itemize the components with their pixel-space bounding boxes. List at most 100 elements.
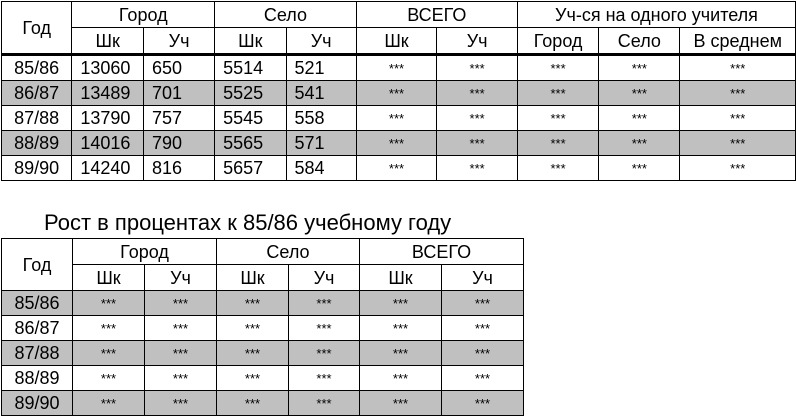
subheader: Шк [71,27,144,55]
value-cell: *** [72,365,145,391]
value-cell: *** [679,53,796,81]
year-cell: 89/90 [0,155,73,181]
value-cell: *** [598,53,681,81]
value-cell: *** [216,365,289,391]
subheader: Город [516,27,600,55]
group-header-city: Город [72,238,217,265]
group-header-village: Село [214,1,357,28]
value-cell: *** [436,130,518,156]
value-cell: *** [679,105,796,131]
year-cell: 87/88 [1,340,73,366]
subheader-row: Шк Уч Шк Уч Шк Уч Город Село В среднем [2,27,796,55]
value-cell: *** [516,105,600,131]
value-cell: *** [598,80,681,106]
table-row: 85/86 *** *** *** *** *** *** [1,290,524,316]
value-cell: 701 [142,80,216,106]
value-cell: 521 [285,53,357,81]
value-cell: *** [144,365,217,391]
subheader: Уч [288,264,360,291]
statistics-table: Год Город Село ВСЕГО Уч-ся на одного учи… [0,1,796,181]
value-cell: *** [441,390,524,416]
value-cell: *** [516,53,600,81]
value-cell: *** [359,340,442,366]
value-cell: *** [436,155,518,181]
table-row: 87/88 *** *** *** *** *** *** [1,340,524,366]
value-cell: 14240 [71,155,144,181]
year-header: Год [1,238,73,291]
value-cell: *** [288,340,360,366]
subheader: Шк [355,27,438,55]
value-cell: *** [355,80,438,106]
value-cell: *** [436,80,518,106]
table-row: 85/86 13060 650 5514 521 *** *** *** ***… [0,53,796,81]
table-row: 86/87 *** *** *** *** *** *** [1,315,524,341]
year-header: Год [0,1,73,55]
value-cell: *** [216,340,289,366]
subheader: Шк [359,264,442,291]
value-cell: 757 [142,105,216,131]
year-cell: 88/89 [1,365,73,391]
subheader: В среднем [679,27,796,55]
value-cell: *** [441,365,524,391]
value-cell: 584 [285,155,357,181]
table-row: 87/88 13790 757 5545 558 *** *** *** ***… [0,105,796,131]
value-cell: *** [216,390,289,416]
value-cell: *** [359,315,442,341]
value-cell: *** [355,105,438,131]
table-row: 86/87 13489 701 5525 541 *** *** *** ***… [0,80,796,106]
value-cell: 650 [142,53,216,81]
value-cell: *** [598,105,681,131]
year-cell: 89/90 [1,390,73,416]
value-cell: *** [72,290,145,316]
value-cell: 5657 [214,155,287,181]
value-cell: 5545 [214,105,287,131]
value-cell: *** [516,130,600,156]
header-row: Год Город Село ВСЕГО Уч-ся на одного учи… [0,1,796,55]
value-cell: *** [355,53,438,81]
value-cell: *** [359,390,442,416]
year-cell: 85/86 [1,290,73,316]
value-cell: *** [516,155,600,181]
value-cell: 14016 [71,130,144,156]
value-cell: *** [355,155,438,181]
value-cell: *** [72,390,145,416]
value-cell: *** [598,130,681,156]
value-cell: *** [144,290,217,316]
growth-caption: Рост в процентах к 85/86 учебному году [44,210,452,235]
subheader: Шк [214,27,287,55]
value-cell: 541 [285,80,357,106]
year-cell: 86/87 [1,315,73,341]
group-header-total: ВСЕГО [359,238,524,265]
value-cell: 816 [142,155,216,181]
group-header-village: Село [216,238,360,265]
value-cell: *** [288,365,360,391]
subheader: Уч [436,27,518,55]
subheader: Шк [72,264,145,291]
table-row: 89/90 *** *** *** *** *** *** [1,390,524,416]
value-cell: *** [288,315,360,341]
value-cell: 5514 [214,53,287,81]
value-cell: 558 [285,105,357,131]
year-cell: 86/87 [0,80,73,106]
value-cell: *** [441,290,524,316]
value-cell: *** [441,315,524,341]
value-cell: *** [216,290,289,316]
growth-table: Год Город Село ВСЕГО Шк Уч Шк Уч Шк Уч 8… [1,238,524,416]
value-cell: *** [355,130,438,156]
header-row: Год Город Село ВСЕГО [1,238,524,291]
group-header-total: ВСЕГО [355,1,518,28]
group-header-city: Город [71,1,216,28]
value-cell: 13489 [71,80,144,106]
value-cell: *** [436,53,518,81]
value-cell: *** [288,390,360,416]
value-cell: *** [288,290,360,316]
value-cell: *** [72,315,145,341]
value-cell: *** [516,80,600,106]
table-row: 88/89 *** *** *** *** *** *** [1,365,524,391]
value-cell: *** [144,340,217,366]
value-cell: 790 [142,130,216,156]
subheader: Уч [441,264,524,291]
value-cell: *** [216,315,289,341]
value-cell: 13790 [71,105,144,131]
value-cell: 13060 [71,53,144,81]
